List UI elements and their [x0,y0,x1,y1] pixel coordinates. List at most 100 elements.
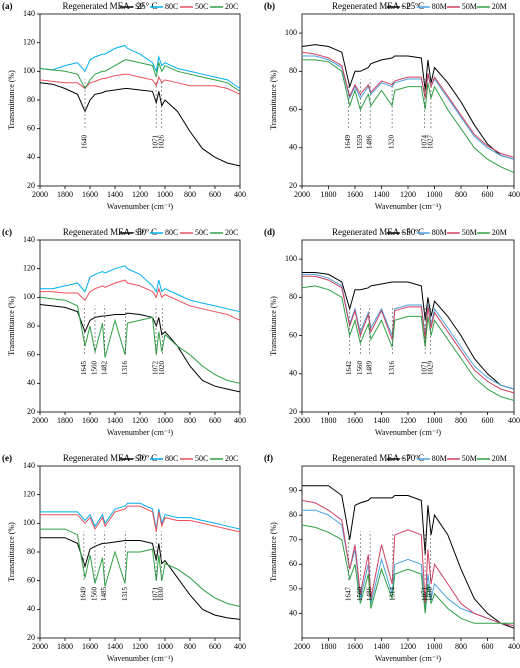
x-tick-label: 1800 [321,642,337,651]
x-tick-label: 1800 [57,190,73,199]
chart-title: Regenerated MEA - 50º C [63,227,157,237]
legend-label: 80M [432,454,447,463]
spectrum-line [301,499,515,627]
spectrum-line [302,509,515,627]
plot-frame [301,239,515,413]
peak-label: 1315 [121,587,129,602]
legend-label: SP [135,228,144,237]
peak-label: 1071 [152,135,160,150]
peak-label: 1072 [152,361,160,376]
peak-label: 1020 [158,361,166,376]
x-tick-label: 800 [455,190,467,199]
x-tick-label: 2000 [294,416,310,425]
legend-label: 50M [462,2,477,11]
panel-label: (b) [264,1,275,11]
plot-frame [301,465,515,639]
y-tick-label: 90 [289,485,297,494]
x-tick-label: 400 [508,416,520,425]
spectrum-line [40,537,241,620]
peak-label: 1029 [426,361,434,376]
x-axis-label: Wavenumber (cm⁻¹) [375,202,442,211]
y-tick-label: 80 [27,95,35,104]
peak-label: 1314 [389,587,397,602]
y-tick-label: 60 [289,330,297,339]
legend-label: 20M [492,228,507,237]
spectrum-line [39,304,241,393]
y-tick-label: 50 [289,584,297,593]
legend-label: SP [402,228,411,237]
x-tick-label: 1000 [427,190,443,199]
spectrum-line [39,44,241,89]
x-tick-label: 1400 [374,416,390,425]
spectrum-line [39,296,241,384]
legend-label: SP [135,454,144,463]
x-tick-label: 1000 [157,642,173,651]
x-tick-label: 1400 [107,416,123,425]
x-tick-label: 1600 [82,190,98,199]
legend-label: 50C [195,454,208,463]
peak-label: 1074 [420,135,428,150]
legend-label: 80C [165,454,178,463]
y-tick-label: 80 [289,292,297,301]
x-tick-label: 1200 [400,642,416,651]
x-tick-label: 1600 [82,416,98,425]
spectrum-line [39,73,241,95]
panel-label: (d) [264,227,275,237]
chart-title: Regenerated MEA - 50ºC [332,227,424,237]
chart-title: Regenerated MEA - 70º C [63,453,157,463]
x-tick-label: 1600 [347,416,363,425]
y-tick-label: 140 [23,9,35,18]
x-tick-label: 1800 [57,642,73,651]
spectrum-line [39,82,241,167]
legend-label: 20M [492,2,507,11]
y-tick-label: 80 [289,66,297,75]
spectrum-line [301,44,515,160]
plot-frame [39,13,241,187]
y-axis-label: Transmittance (%) [269,522,278,582]
x-axis-label: Wavenumber (cm⁻¹) [375,654,442,663]
peak-label: 1645 [80,361,88,376]
x-tick-label: 1200 [400,190,416,199]
y-tick-label: 120 [23,489,35,498]
x-tick-label: 400 [508,642,520,651]
chart-title: Regenerated MEA - 70ºC [332,453,424,463]
plot-frame [301,13,515,187]
x-tick-label: 1600 [82,642,98,651]
spectrum-line [302,55,515,160]
peak-label: 1486 [366,587,374,602]
peak-label: 1649 [79,587,87,602]
peak-label: 1560 [356,587,364,602]
peak-label: 1030 [426,587,434,602]
peak-label: 1316 [388,361,396,376]
x-tick-label: 800 [184,642,196,651]
y-tick-label: 60 [27,349,35,358]
y-tick-label: 60 [27,123,35,132]
y-tick-label: 120 [23,37,35,46]
peak-label: 1559 [356,135,364,150]
peak-label: 1560 [356,361,364,376]
y-tick-label: 80 [289,510,297,519]
legend-label: 50C [195,2,208,11]
y-tick-label: 80 [27,321,35,330]
y-tick-label: 20 [289,407,297,416]
spectrum-line [301,285,515,401]
y-tick-label: 70 [289,535,297,544]
y-tick-label: 20 [289,181,297,190]
peak-label: 1316 [121,361,129,376]
y-tick-label: 20 [27,407,35,416]
x-tick-label: 800 [184,416,196,425]
x-tick-label: 2000 [32,642,48,651]
legend-label: 80C [165,228,178,237]
y-tick-label: 20 [27,633,35,642]
peak-label: 1640 [81,135,89,150]
panel-label: (a) [2,1,13,11]
x-tick-label: 400 [234,642,246,651]
y-tick-label: 100 [23,292,35,301]
x-tick-label: 600 [209,190,221,199]
y-tick-label: 140 [23,235,35,244]
x-tick-label: 2000 [32,416,48,425]
y-axis-label: Transmittance (%) [269,70,278,130]
x-tick-label: 1400 [107,642,123,651]
legend-label: 50C [195,228,208,237]
